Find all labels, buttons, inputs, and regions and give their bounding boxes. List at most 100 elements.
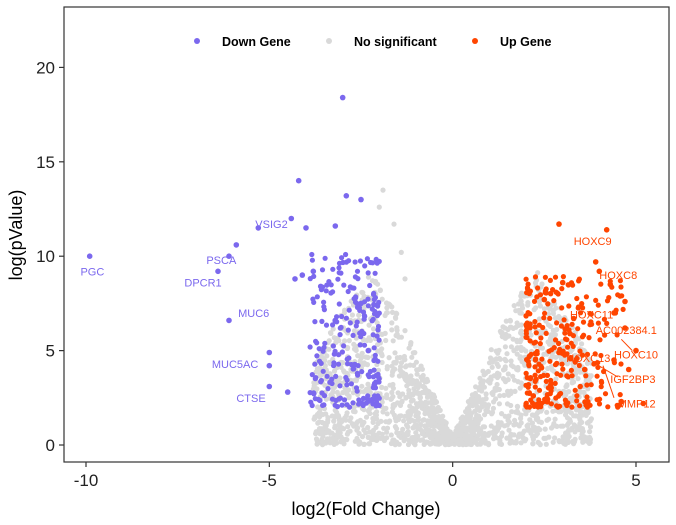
- nonsignificant-point: [483, 391, 489, 397]
- nonsignificant-point: [545, 322, 552, 328]
- up-gene-point: [534, 348, 540, 355]
- nonsignificant-point: [545, 365, 551, 372]
- nonsignificant-point: [324, 436, 330, 442]
- nonsignificant-point: [407, 439, 413, 445]
- up-gene-point: [611, 310, 617, 316]
- down-gene-point: [312, 361, 318, 367]
- nonsignificant-point: [414, 371, 420, 377]
- nonsignificant-point: [587, 374, 593, 381]
- up-gene-point: [569, 373, 575, 379]
- nonsignificant-point: [341, 368, 347, 374]
- up-gene-point: [526, 291, 532, 297]
- nonsignificant-point: [406, 387, 412, 393]
- down-gene-point: [309, 251, 315, 258]
- nonsignificant-point: [518, 328, 524, 334]
- up-gene-point: [536, 387, 543, 393]
- nonsignificant-point: [523, 411, 529, 417]
- nonsignificant-point: [384, 411, 390, 417]
- up-gene-point: [620, 306, 626, 312]
- nonsignificant-point: [350, 390, 356, 396]
- down-gene-point: [323, 322, 330, 328]
- down-gene-point: [370, 332, 376, 338]
- nonsignificant-point: [550, 439, 556, 445]
- nonsignificant-point: [394, 430, 400, 436]
- down-gene-point: [371, 290, 377, 296]
- down-gene-point: [322, 255, 328, 261]
- nonsignificant-point: [365, 274, 372, 280]
- nonsignificant-point: [367, 337, 373, 343]
- nonsignificant-point: [495, 423, 501, 429]
- up-gene-point: [587, 310, 593, 317]
- nonsignificant-point: [527, 427, 533, 433]
- nonsignificant-point: [408, 340, 414, 346]
- nonsignificant-point: [477, 375, 483, 381]
- up-gene-point: [542, 274, 549, 280]
- down-gene-point: [331, 351, 337, 357]
- nonsignificant-point: [331, 441, 337, 447]
- nonsignificant-point: [499, 411, 505, 417]
- down-gene-point: [356, 401, 362, 407]
- nonsignificant-point: [530, 441, 536, 447]
- down-gene-point: [314, 340, 320, 346]
- down-gene-point: [354, 304, 361, 310]
- nonsignificant-point: [566, 389, 572, 395]
- up-gene-point: [543, 378, 549, 384]
- down-gene-point: [333, 373, 339, 379]
- nonsignificant-point: [390, 338, 396, 344]
- legend-key: [194, 38, 200, 44]
- up-gene-point: [532, 384, 538, 390]
- nonsignificant-point: [470, 429, 476, 435]
- nonsignificant-point: [460, 442, 466, 448]
- nonsignificant-point: [497, 393, 503, 399]
- down-gene-point: [319, 318, 325, 324]
- nonsignificant-point: [437, 407, 443, 413]
- nonsignificant-point: [587, 424, 594, 430]
- nonsignificant-point: [487, 355, 494, 361]
- legend-key: [472, 38, 478, 44]
- nonsignificant-point: [525, 302, 531, 308]
- nonsignificant-point: [410, 397, 416, 403]
- down-gene-point: [352, 259, 358, 265]
- nonsignificant-point: [374, 409, 380, 415]
- nonsignificant-point: [465, 435, 471, 441]
- nonsignificant-point: [490, 389, 496, 395]
- nonsignificant-point: [405, 413, 411, 419]
- y-tick-label: 10: [36, 247, 55, 266]
- up-gene-point: [551, 345, 557, 351]
- nonsignificant-point: [389, 309, 396, 315]
- nonsignificant-point: [363, 414, 370, 420]
- up-gene-point: [574, 393, 580, 399]
- nonsignificant-point: [390, 368, 396, 374]
- nonsignificant-point: [393, 360, 399, 366]
- down-gene-point: [371, 357, 377, 364]
- down-gene-point: [339, 313, 345, 320]
- nonsignificant-point: [356, 312, 362, 318]
- nonsignificant-point: [392, 442, 398, 448]
- up-gene-point: [596, 401, 603, 407]
- nonsignificant-point: [508, 358, 514, 364]
- nonsignificant-point: [410, 350, 416, 356]
- down-gene-point: [266, 349, 273, 356]
- nonsignificant-point: [588, 416, 595, 422]
- nonsignificant-point: [535, 409, 542, 415]
- nonsignificant-point: [389, 327, 395, 333]
- y-axis-title: log(pValue): [6, 190, 26, 281]
- up-gene-point: [592, 259, 599, 265]
- nonsignificant-point: [549, 354, 555, 360]
- nonsignificant-point: [497, 356, 503, 362]
- down-gene-point: [336, 260, 343, 266]
- nonsignificant-point: [366, 322, 372, 328]
- nonsignificant-point: [420, 417, 426, 423]
- nonsignificant-point: [389, 320, 395, 326]
- up-gene-point: [579, 352, 586, 358]
- nonsignificant-point: [496, 401, 502, 407]
- label-leader-line: [602, 365, 615, 398]
- down-gene-point: [307, 344, 313, 350]
- nonsignificant-point: [477, 407, 483, 413]
- nonsignificant-point: [546, 416, 552, 422]
- up-gene-point: [532, 319, 538, 325]
- nonsignificant-point: [312, 415, 318, 421]
- nonsignificant-point: [374, 437, 380, 443]
- nonsignificant-point: [460, 423, 466, 429]
- up-gene-point: [580, 305, 586, 311]
